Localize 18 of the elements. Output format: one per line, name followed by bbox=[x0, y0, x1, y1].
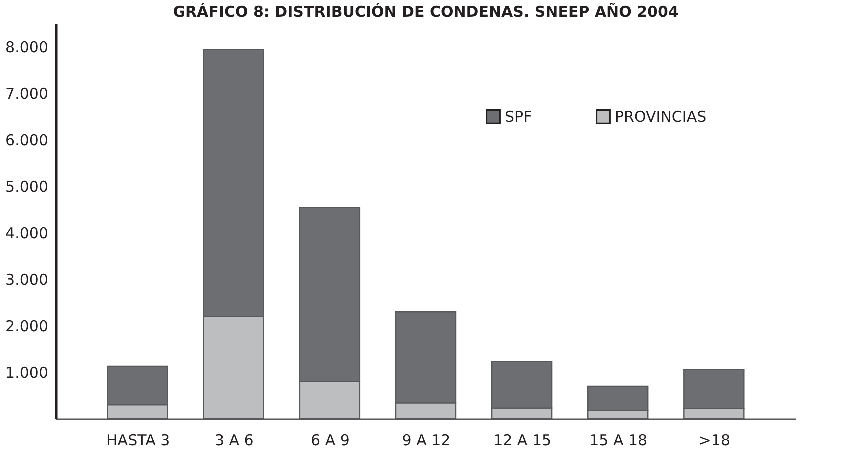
x-tick-label: >18 bbox=[698, 432, 730, 450]
x-tick-label: 9 A 12 bbox=[402, 432, 451, 450]
chart-title: GRÁFICO 8: DISTRIBUCIÓN DE CONDENAS. SNEEP AÑO 2004 bbox=[173, 3, 679, 21]
legend-label: PROVINCIAS bbox=[615, 108, 707, 126]
y-tick-label: 3.000 bbox=[6, 271, 48, 290]
legend-label: SPF bbox=[505, 108, 532, 126]
y-tick-label: 8.000 bbox=[6, 38, 48, 57]
y-tick-label: 1.000 bbox=[6, 364, 48, 382]
y-tick-label: 4.000 bbox=[6, 224, 48, 243]
x-tick-label: HASTA 3 bbox=[106, 432, 170, 450]
y-tick-label: 7.000 bbox=[6, 85, 48, 104]
y-tick-label: 2.000 bbox=[6, 318, 48, 336]
y-tick-label: 5.000 bbox=[6, 178, 48, 196]
x-tick-label: 6 A 9 bbox=[311, 432, 350, 450]
x-tick-label: 3 A 6 bbox=[214, 432, 254, 450]
y-tick-label: 6.000 bbox=[6, 132, 48, 150]
x-tick-label: 12 A 15 bbox=[494, 432, 552, 450]
x-tick-label: 15 A 18 bbox=[590, 432, 648, 450]
